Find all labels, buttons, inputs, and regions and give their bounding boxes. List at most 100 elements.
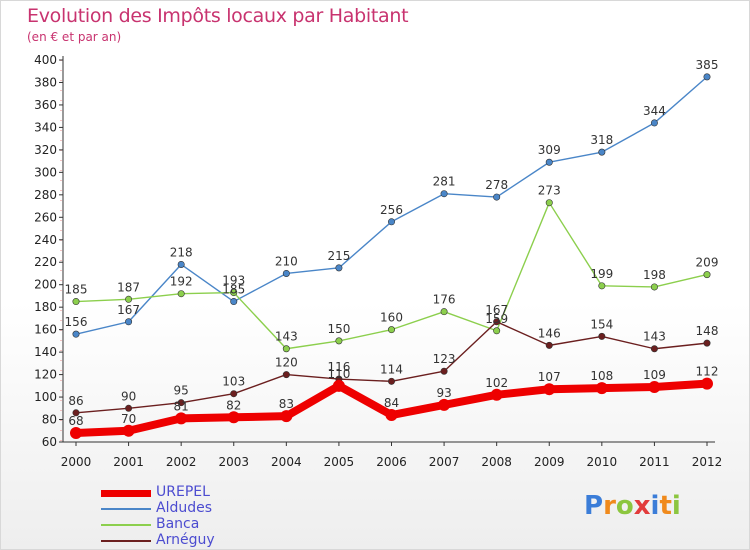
- chart-subtitle: (en € et par an): [27, 30, 122, 44]
- x-tick-label: 2003: [218, 455, 249, 469]
- data-label: 150: [327, 322, 350, 336]
- y-tick-label: 380: [34, 75, 57, 89]
- data-label: 198: [643, 268, 666, 282]
- x-tick-label: 2000: [61, 455, 92, 469]
- data-label: 103: [222, 375, 245, 389]
- data-label: 68: [68, 414, 83, 428]
- x-tick-label: 2002: [166, 455, 197, 469]
- data-label: 102: [485, 376, 508, 390]
- data-label: 209: [696, 256, 719, 270]
- data-point: [70, 427, 82, 440]
- data-point: [440, 367, 448, 375]
- legend-swatch: [101, 508, 151, 510]
- data-labels-layer: 156 167 218 185 210 215 256 281 278 309 318 344 385 1…: [65, 58, 719, 428]
- data-point: [387, 218, 395, 226]
- data-point: [335, 264, 343, 272]
- data-point: [175, 412, 188, 425]
- data-label: 110: [327, 367, 350, 381]
- y-tick-label: 340: [34, 120, 57, 134]
- data-point: [543, 383, 556, 396]
- logo-letter: r: [603, 491, 616, 521]
- data-point: [230, 289, 238, 297]
- data-label: 193: [222, 274, 245, 288]
- data-label: 167: [485, 303, 508, 317]
- data-label: 109: [643, 368, 666, 382]
- data-point: [177, 290, 185, 298]
- data-point: [545, 158, 553, 166]
- data-label: 187: [117, 280, 140, 294]
- data-point: [703, 339, 711, 347]
- data-label: 93: [436, 386, 451, 400]
- y-tick-label: 220: [34, 255, 57, 269]
- data-label: 215: [327, 249, 350, 263]
- y-tick-label: 120: [34, 368, 57, 382]
- data-label: 107: [538, 370, 561, 384]
- data-label: 185: [222, 283, 245, 297]
- y-tick-label: 260: [34, 210, 57, 224]
- data-point: [703, 271, 711, 279]
- chart-axes: 60 80 100 120 140 160 180 200 220 240 260 280 300 320…: [34, 53, 722, 469]
- data-point: [703, 73, 711, 81]
- data-label: 278: [485, 178, 508, 192]
- data-point: [648, 380, 661, 393]
- x-tick-label: 2006: [376, 455, 407, 469]
- logo-letter: i: [671, 491, 681, 521]
- data-point: [650, 345, 658, 353]
- x-tick-label: 2011: [639, 455, 670, 469]
- data-point: [493, 327, 501, 335]
- data-label: 83: [279, 397, 294, 411]
- legend-label: Banca: [156, 516, 200, 532]
- data-label: 154: [590, 317, 613, 331]
- data-label: 143: [643, 330, 666, 344]
- chart-title: Evolution des Impôts locaux par Habitant: [27, 5, 409, 27]
- y-tick-label: 320: [34, 143, 57, 157]
- data-point: [598, 148, 606, 156]
- data-point: [332, 379, 345, 392]
- logo-letter: o: [615, 491, 634, 521]
- data-point: [282, 269, 290, 277]
- data-label: 123: [433, 352, 456, 366]
- y-tick-label: 100: [34, 390, 57, 404]
- y-tick-label: 60: [42, 435, 57, 449]
- legend-swatch: [101, 540, 151, 542]
- data-point: [595, 382, 608, 395]
- data-label: 146: [538, 326, 561, 340]
- data-point: [650, 283, 658, 291]
- data-label: 185: [65, 283, 88, 297]
- legend-label: Aldudes: [156, 500, 213, 516]
- data-label: 86: [68, 394, 83, 408]
- data-label: 159: [485, 312, 508, 326]
- data-point: [545, 199, 553, 207]
- data-label: 344: [643, 104, 666, 118]
- data-point: [493, 193, 501, 201]
- x-tick-label: 2009: [534, 455, 565, 469]
- data-label: 156: [65, 315, 88, 329]
- data-label: 309: [538, 143, 561, 157]
- y-tick-label: 140: [34, 345, 57, 359]
- y-tick-label: 280: [34, 188, 57, 202]
- x-tick-label: 2001: [113, 455, 144, 469]
- data-point: [177, 260, 185, 268]
- data-point: [72, 298, 80, 306]
- x-tick-label: 2004: [271, 455, 302, 469]
- data-point: [387, 377, 395, 385]
- data-label: 281: [433, 175, 456, 189]
- x-tick-label: 2007: [429, 455, 460, 469]
- legend-swatch: [101, 524, 151, 526]
- series-layer: [70, 73, 713, 440]
- data-point: [438, 398, 451, 411]
- data-point: [177, 399, 185, 407]
- data-label: 112: [696, 365, 719, 379]
- data-point: [230, 298, 238, 306]
- data-label: 108: [590, 369, 613, 383]
- data-label: 116: [327, 360, 350, 374]
- y-tick-label: 160: [34, 323, 57, 337]
- data-label: 82: [226, 398, 241, 412]
- data-point: [122, 424, 135, 437]
- data-label: 167: [117, 303, 140, 317]
- data-label: 114: [380, 362, 403, 376]
- data-label: 210: [275, 254, 298, 268]
- data-point: [72, 330, 80, 338]
- data-label: 256: [380, 203, 403, 217]
